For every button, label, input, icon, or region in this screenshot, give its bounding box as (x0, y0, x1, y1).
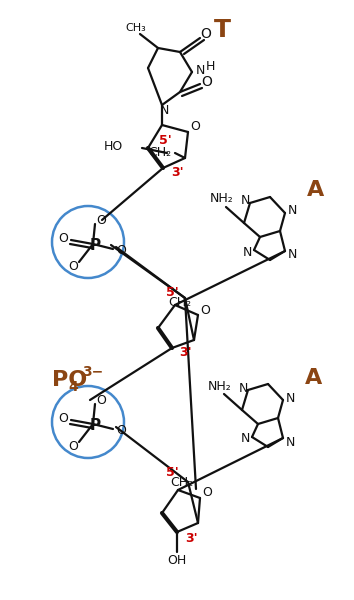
Text: OH: OH (167, 553, 187, 566)
Text: N: N (287, 248, 297, 262)
Text: 5': 5' (166, 286, 178, 298)
Text: N: N (240, 194, 250, 208)
Text: N: N (285, 436, 295, 449)
Text: O: O (58, 412, 68, 425)
Text: CH₃: CH₃ (126, 23, 146, 33)
Text: N: N (238, 382, 248, 395)
Text: CH₂: CH₂ (169, 295, 192, 308)
Text: 3': 3' (171, 166, 183, 179)
Text: N: N (195, 64, 205, 76)
Text: 3−: 3− (82, 365, 103, 379)
Text: 5': 5' (166, 466, 178, 479)
Text: A: A (306, 368, 322, 388)
Text: O: O (201, 75, 212, 89)
Text: O: O (68, 440, 78, 454)
Text: O: O (200, 304, 210, 317)
Text: O: O (116, 245, 126, 257)
Text: P: P (90, 238, 101, 253)
Text: N: N (159, 103, 169, 116)
Text: O: O (68, 260, 78, 274)
Text: HO: HO (103, 140, 122, 154)
Text: CH₂: CH₂ (148, 145, 172, 158)
Text: CH₂: CH₂ (170, 475, 194, 488)
Text: 5': 5' (159, 133, 171, 146)
Text: N: N (285, 391, 295, 404)
Text: O: O (202, 487, 212, 499)
Text: T: T (213, 18, 230, 42)
Text: O: O (96, 214, 106, 226)
Text: PO: PO (52, 370, 87, 390)
Text: 3': 3' (180, 346, 192, 359)
Text: 3': 3' (185, 532, 197, 545)
Text: N: N (242, 245, 252, 259)
Text: O: O (201, 27, 211, 41)
Text: H: H (205, 59, 215, 73)
Text: O: O (96, 394, 106, 407)
Text: 4: 4 (68, 380, 78, 394)
Text: N: N (287, 205, 297, 217)
Text: NH₂: NH₂ (210, 193, 234, 205)
Text: O: O (116, 425, 126, 437)
Text: O: O (190, 121, 200, 133)
Text: N: N (240, 433, 250, 445)
Text: P: P (90, 419, 101, 433)
Text: O: O (58, 232, 68, 245)
Text: A: A (307, 180, 325, 200)
Text: NH₂: NH₂ (208, 379, 232, 392)
